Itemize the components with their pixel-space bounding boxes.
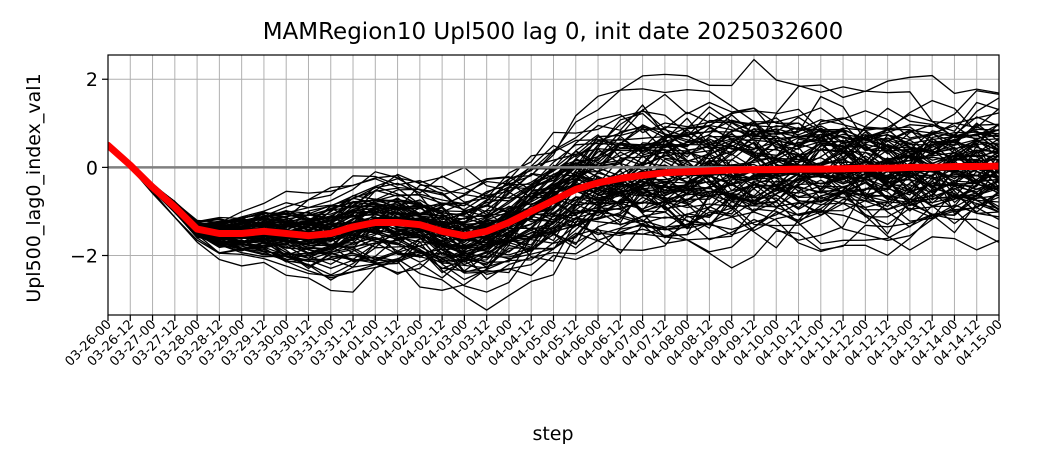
ensemble-member-line [108,110,999,225]
ensemble-member-line [108,129,999,232]
mean-layer [108,141,999,240]
y-tick-label: 0 [86,157,98,179]
y-tick-label: 2 [86,69,98,91]
ensemble-member-line [108,144,999,311]
plot-area [107,54,1000,316]
ensemble-mean-line [108,141,999,240]
x-axis-label: step [532,423,573,445]
x-axis: 03-26-0003-26-1203-27-0003-27-1203-28-00… [62,315,1006,370]
ensemble-member-line [108,144,999,257]
y-axis: −2 0 2 [70,69,108,268]
chart-title: MAMRegion10 Upl500 lag 0, init date 2025… [263,19,844,45]
ensemble-member-line [108,99,999,236]
ensemble-member-line [108,140,999,234]
ensemble-member-line [108,84,999,226]
y-tick-label: −2 [70,246,98,268]
ensemble-member-line [108,144,999,270]
ensemble-member-line [108,144,999,281]
y-axis-label: Upl500_lag0_index_val1 [23,73,45,302]
